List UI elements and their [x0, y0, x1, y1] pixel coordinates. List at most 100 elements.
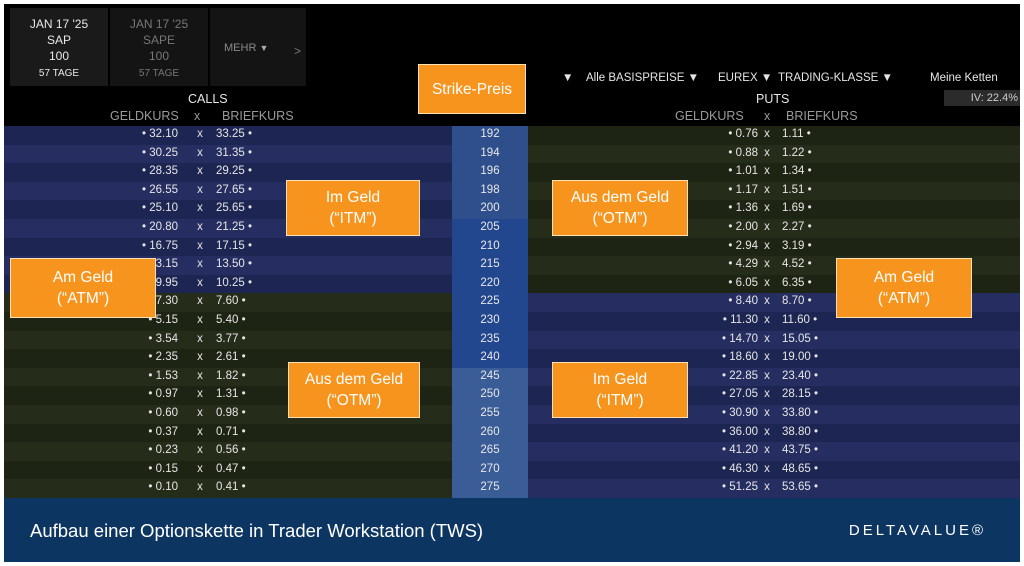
- table-row[interactable]: • 26.55 x 27.65 • 198 • 1.17 x 1.51 •: [4, 181, 1020, 201]
- call-bid[interactable]: • 0.37: [148, 425, 178, 438]
- call-bid[interactable]: • 20.80: [142, 220, 178, 233]
- call-ask[interactable]: 10.25 •: [216, 276, 252, 289]
- call-bid[interactable]: • 25.10: [142, 202, 178, 215]
- call-ask[interactable]: 13.50 •: [216, 258, 252, 271]
- put-ask[interactable]: 1.22 •: [782, 146, 812, 159]
- put-bid[interactable]: • 2.00: [728, 220, 758, 233]
- call-bid[interactable]: • 0.23: [148, 444, 178, 457]
- call-ask[interactable]: 0.71 •: [216, 425, 246, 438]
- put-bid[interactable]: • 30.90: [722, 406, 758, 419]
- put-bid[interactable]: • 1.36: [728, 202, 758, 215]
- table-row[interactable]: • 0.23 x 0.56 • 265 • 41.20 x 43.75 •: [4, 442, 1020, 461]
- table-row[interactable]: • 3.54 x 3.77 • 235 • 14.70 x 15.05 •: [4, 330, 1020, 350]
- put-ask[interactable]: 53.65 •: [782, 481, 818, 494]
- table-row[interactable]: • 0.60 x 0.98 • 255 • 30.90 x 33.80 •: [4, 404, 1020, 424]
- table-row[interactable]: • 0.10 x 0.41 • 275 • 51.25 x 53.65 •: [4, 479, 1020, 498]
- put-bid[interactable]: • 27.05: [722, 388, 758, 401]
- put-bid[interactable]: • 0.88: [728, 146, 758, 159]
- exchange-dropdown[interactable]: EUREX ▼: [718, 72, 772, 84]
- call-bid[interactable]: • 2.35: [148, 351, 178, 364]
- put-ask[interactable]: 38.80 •: [782, 425, 818, 438]
- table-row[interactable]: • 2.35 x 2.61 • 240 • 18.60 x 19.00 •: [4, 349, 1020, 368]
- table-row[interactable]: • 30.25 x 31.35 • 194 • 0.88 x 1.22 •: [4, 144, 1020, 164]
- call-ask[interactable]: 7.60 •: [216, 295, 246, 308]
- put-bid[interactable]: • 46.30: [722, 462, 758, 475]
- call-bid[interactable]: • 0.60: [148, 406, 178, 419]
- put-ask[interactable]: 33.80 •: [782, 406, 818, 419]
- put-ask[interactable]: 19.00 •: [782, 351, 818, 364]
- trading-class-dropdown[interactable]: TRADING-KLASSE ▼: [778, 72, 893, 84]
- put-ask[interactable]: 43.75 •: [782, 444, 818, 457]
- table-row[interactable]: • 16.75 x 17.15 • 210 • 2.94 x 3.19 •: [4, 237, 1020, 257]
- call-bid[interactable]: • 30.25: [142, 146, 178, 159]
- call-ask[interactable]: 29.25 •: [216, 165, 252, 178]
- put-bid[interactable]: • 14.70: [722, 332, 758, 345]
- put-bid[interactable]: • 6.05: [728, 276, 758, 289]
- put-bid[interactable]: • 0.76: [728, 128, 758, 140]
- put-ask[interactable]: 6.35 •: [782, 276, 812, 289]
- put-bid[interactable]: • 1.17: [728, 183, 758, 196]
- put-ask[interactable]: 4.52 •: [782, 258, 812, 271]
- table-row[interactable]: • 0.37 x 0.71 • 260 • 36.00 x 38.80 •: [4, 423, 1020, 443]
- call-ask[interactable]: 33.25 •: [216, 128, 252, 140]
- call-bid[interactable]: • 1.53: [148, 369, 178, 382]
- table-row[interactable]: • 32.10 x 33.25 • 192 • 0.76 x 1.11 •: [4, 126, 1020, 145]
- call-ask[interactable]: 0.56 •: [216, 444, 246, 457]
- put-bid[interactable]: • 8.40: [728, 295, 758, 308]
- call-bid[interactable]: • 28.35: [142, 165, 178, 178]
- call-bid[interactable]: • 26.55: [142, 183, 178, 196]
- table-row[interactable]: • 20.80 x 21.25 • 205 • 2.00 x 2.27 •: [4, 218, 1020, 238]
- call-ask[interactable]: 17.15 •: [216, 239, 252, 252]
- table-row[interactable]: • 0.97 x 1.31 • 250 • 27.05 x 28.15 •: [4, 386, 1020, 405]
- put-ask[interactable]: 1.51 •: [782, 183, 812, 196]
- call-ask[interactable]: 1.82 •: [216, 369, 246, 382]
- put-ask[interactable]: 48.65 •: [782, 462, 818, 475]
- put-ask[interactable]: 28.15 •: [782, 388, 818, 401]
- put-bid[interactable]: • 2.94: [728, 239, 758, 252]
- call-ask[interactable]: 27.65 •: [216, 183, 252, 196]
- put-bid[interactable]: • 1.01: [728, 165, 758, 178]
- put-ask[interactable]: 8.70 •: [782, 295, 812, 308]
- call-bid[interactable]: • 16.75: [142, 239, 178, 252]
- put-ask[interactable]: 2.27 •: [782, 220, 812, 233]
- call-bid[interactable]: • 3.54: [148, 332, 178, 345]
- put-bid[interactable]: • 51.25: [722, 481, 758, 494]
- call-ask[interactable]: 1.31 •: [216, 388, 246, 401]
- call-ask[interactable]: 21.25 •: [216, 220, 252, 233]
- call-ask[interactable]: 0.41 •: [216, 481, 246, 494]
- put-ask[interactable]: 23.40 •: [782, 369, 818, 382]
- call-bid[interactable]: • 0.97: [148, 388, 178, 401]
- put-bid[interactable]: • 36.00: [722, 425, 758, 438]
- put-bid[interactable]: • 22.85: [722, 369, 758, 382]
- call-ask[interactable]: 25.65 •: [216, 202, 252, 215]
- underlyings-dropdown[interactable]: Alle BASISPREISE ▼: [586, 72, 699, 84]
- call-ask[interactable]: 5.40 •: [216, 313, 246, 326]
- put-ask[interactable]: 1.34 •: [782, 165, 812, 178]
- chevron-right-icon[interactable]: >: [294, 44, 302, 58]
- put-ask[interactable]: 1.69 •: [782, 202, 812, 215]
- my-chains-button[interactable]: Meine Ketten: [930, 72, 998, 84]
- put-ask[interactable]: 1.11 •: [782, 128, 811, 140]
- put-bid[interactable]: • 11.30: [722, 313, 758, 326]
- tab-sape[interactable]: JAN 17 '25 SAPE 100 57 TAGE: [110, 8, 208, 86]
- put-ask[interactable]: 3.19 •: [782, 239, 812, 252]
- table-row[interactable]: • 28.35 x 29.25 • 196 • 1.01 x 1.34 •: [4, 163, 1020, 182]
- put-bid[interactable]: • 41.20: [722, 444, 758, 457]
- call-bid[interactable]: • 0.10: [148, 481, 178, 494]
- put-bid[interactable]: • 18.60: [722, 351, 758, 364]
- call-ask[interactable]: 2.61 •: [216, 351, 246, 364]
- call-ask[interactable]: 0.98 •: [216, 406, 246, 419]
- more-button[interactable]: MEHR ▼ >: [210, 8, 306, 86]
- put-ask[interactable]: 15.05 •: [782, 332, 818, 345]
- call-bid[interactable]: • 32.10: [142, 128, 178, 140]
- table-row[interactable]: • 0.15 x 0.47 • 270 • 46.30 x 48.65 •: [4, 460, 1020, 480]
- tab-sap[interactable]: JAN 17 '25 SAP 100 57 TAGE: [10, 8, 108, 86]
- table-row[interactable]: • 1.53 x 1.82 • 245 • 22.85 x 23.40 •: [4, 367, 1020, 387]
- call-ask[interactable]: 3.77 •: [216, 332, 246, 345]
- caret-down-icon[interactable]: ▼: [562, 72, 574, 84]
- table-row[interactable]: • 25.10 x 25.65 • 200 • 1.36 x 1.69 •: [4, 200, 1020, 219]
- call-ask[interactable]: 31.35 •: [216, 146, 252, 159]
- call-ask[interactable]: 0.47 •: [216, 462, 246, 475]
- put-ask[interactable]: 11.60 •: [782, 313, 818, 326]
- call-bid[interactable]: • 0.15: [148, 462, 178, 475]
